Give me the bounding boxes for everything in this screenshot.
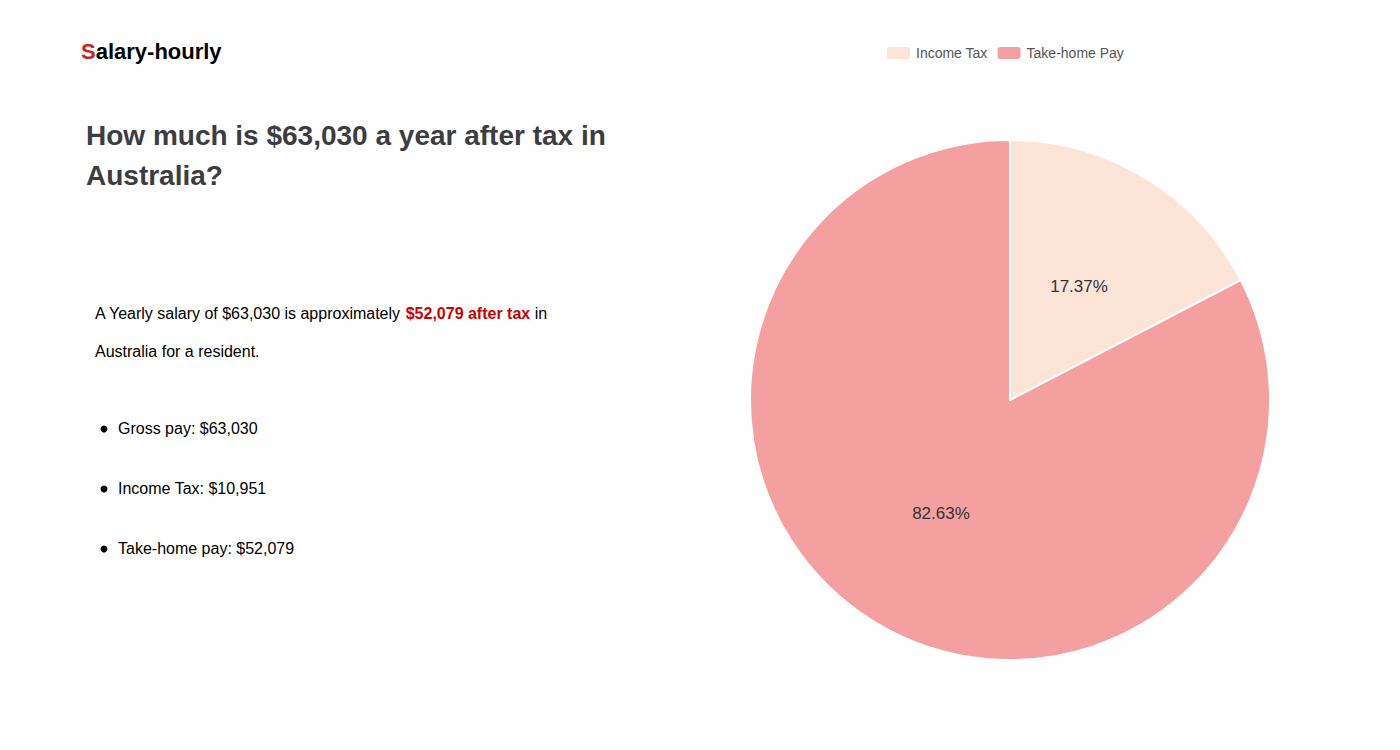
svg-text:Australia for a resident.: Australia for a resident. [95, 343, 260, 360]
svg-text:in: in [530, 305, 547, 322]
svg-text:Take-home Pay: Take-home Pay [1027, 45, 1124, 61]
svg-text:How much is $63,030 a year aft: How much is $63,030 a year after tax in [86, 120, 606, 151]
svg-text:S: S [81, 39, 96, 64]
svg-text:Income Tax: Income Tax [916, 45, 987, 61]
svg-text:alary-hourly: alary-hourly [96, 39, 223, 64]
svg-text:Take-home pay: $52,079: Take-home pay: $52,079 [118, 540, 294, 557]
svg-text:82.63%: 82.63% [912, 504, 970, 523]
svg-text:17.37%: 17.37% [1050, 277, 1108, 296]
svg-text:$52,079 after tax: $52,079 after tax [406, 305, 531, 322]
svg-text:Income Tax: $10,951: Income Tax: $10,951 [118, 480, 266, 497]
svg-text:A Yearly salary of $63,030 is: A Yearly salary of $63,030 is approximat… [95, 305, 405, 322]
svg-text:Australia?: Australia? [86, 160, 223, 191]
svg-text:Gross pay: $63,030: Gross pay: $63,030 [118, 420, 258, 437]
